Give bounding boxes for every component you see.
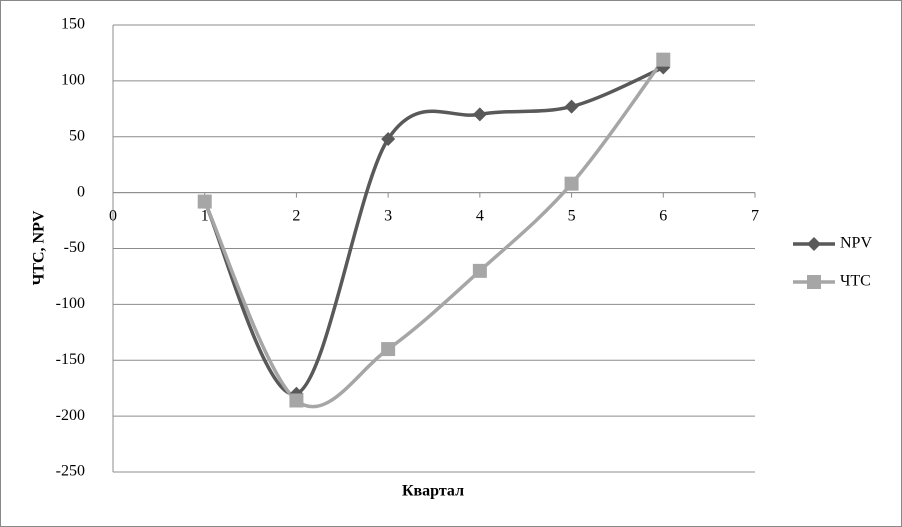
marker [564, 176, 579, 191]
marker [472, 107, 487, 122]
x-tick-label: 6 [659, 207, 667, 224]
x-tick-label: 3 [384, 207, 392, 224]
y-tick-label: 0 [77, 183, 85, 200]
marker [381, 342, 396, 357]
y-tick-label: 100 [61, 72, 85, 89]
y-axis-title: ЧТС, NPV [31, 210, 48, 285]
x-tick-label: 4 [476, 207, 484, 224]
x-tick-label: 2 [292, 207, 300, 224]
x-tick-label: 5 [568, 207, 576, 224]
legend-marker [807, 275, 821, 289]
legend-marker [807, 237, 821, 251]
y-tick-label: -100 [56, 295, 85, 312]
y-tick-label: -50 [64, 239, 85, 256]
marker [381, 131, 396, 146]
marker [197, 194, 212, 209]
y-tick-label: 50 [69, 127, 85, 144]
marker [656, 52, 671, 67]
series-line [203, 58, 665, 409]
x-tick-label: 7 [751, 207, 759, 224]
y-tick-label: -250 [56, 463, 85, 480]
x-axis-title: Квартал [402, 483, 464, 500]
y-tick-label: 150 [61, 16, 85, 33]
y-tick-label: -150 [56, 351, 85, 368]
x-tick-label: 0 [109, 207, 117, 224]
marker [472, 263, 487, 278]
marker [564, 99, 579, 114]
legend-label: ЧТС [840, 273, 871, 290]
x-tick-label: 1 [201, 207, 209, 224]
legend-label: NPV [840, 235, 872, 252]
marker [289, 393, 304, 408]
y-tick-label: -200 [56, 407, 85, 424]
